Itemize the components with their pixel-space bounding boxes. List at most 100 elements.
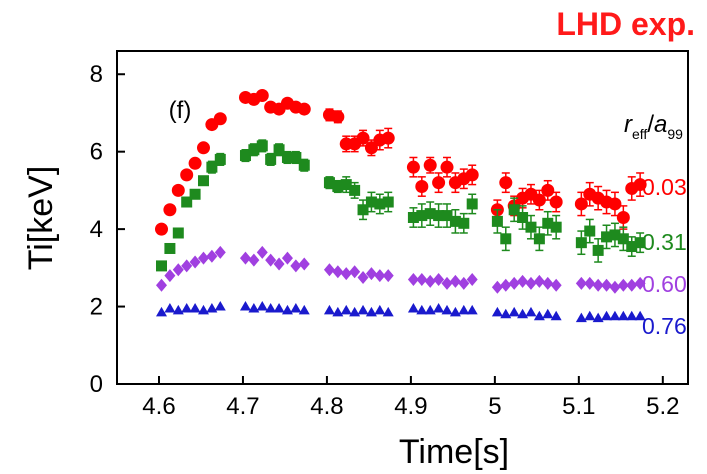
data-point: [500, 278, 512, 292]
data-point: [213, 112, 227, 126]
data-point: [256, 140, 268, 152]
y-tick-label: 6: [90, 139, 103, 166]
data-point: [574, 197, 588, 211]
data-point: [189, 188, 201, 200]
data-point: [172, 304, 184, 315]
data-point: [541, 183, 555, 197]
data-point: [332, 181, 344, 193]
data-point: [248, 302, 260, 313]
data-point: [533, 310, 545, 321]
data-point: [517, 308, 529, 319]
data-point: [433, 302, 445, 313]
data-point: [440, 160, 454, 174]
data-point: [188, 156, 202, 170]
data-point: [592, 244, 604, 256]
data-point: [500, 308, 512, 319]
data-point: [441, 210, 453, 222]
y-axis-label: Ti[keV]: [22, 166, 60, 271]
data-point: [239, 301, 251, 311]
data-point: [374, 198, 386, 210]
data-point: [449, 274, 461, 288]
data-point: [273, 257, 285, 271]
data-point: [248, 144, 260, 156]
data-point: [189, 255, 201, 269]
data-point: [214, 153, 226, 165]
data-point: [172, 227, 184, 239]
data-point: [181, 196, 193, 208]
data-point: [298, 257, 310, 271]
data-point: [357, 304, 369, 315]
data-point: [298, 159, 310, 171]
data-point: [617, 278, 629, 292]
data-point: [206, 249, 218, 263]
legend-label-0-76: 0.76: [642, 313, 687, 339]
data-point: [281, 151, 293, 163]
axis-ticks: 4.6 4.7 4.8 4.9 5 5.1 5.2 0 2 4 6 8: [90, 61, 680, 420]
data-point: [626, 278, 638, 292]
data-point: [265, 302, 277, 313]
data-point: [164, 302, 176, 313]
data-point: [197, 304, 209, 315]
legend-label-0-60: 0.60: [642, 271, 687, 297]
legend-header-a: a: [654, 111, 667, 138]
data-point: [365, 306, 377, 317]
data-point: [297, 102, 311, 116]
data-point: [256, 245, 268, 259]
data-point: [197, 175, 209, 187]
panel-label: (f): [169, 97, 192, 124]
data-point: [349, 184, 361, 196]
data-point: [357, 204, 369, 216]
data-point: [180, 168, 194, 182]
data-point: [491, 280, 503, 294]
data-point: [466, 272, 478, 286]
data-point: [156, 278, 168, 292]
data-point: [491, 306, 503, 317]
data-point: [433, 272, 445, 286]
data-point: [248, 253, 260, 267]
data-point: [584, 276, 596, 290]
data-point: [575, 237, 587, 249]
data-point: [601, 278, 613, 292]
data-point: [584, 225, 596, 237]
data-marks: [155, 89, 647, 323]
data-point: [356, 131, 370, 145]
data-point: [508, 276, 520, 290]
data-point: [331, 110, 345, 124]
data-point: [626, 310, 638, 321]
data-point: [633, 178, 647, 192]
data-point: [550, 278, 562, 292]
data-point: [500, 233, 512, 245]
data-point: [382, 306, 394, 317]
y-tick-label: 2: [90, 294, 103, 321]
data-point: [465, 168, 479, 182]
data-point: [458, 304, 470, 315]
y-tick-label: 8: [90, 61, 103, 88]
legend-header-r-sub: eff: [632, 126, 647, 142]
data-point: [626, 241, 638, 253]
legend-header-a-sub: 99: [667, 126, 683, 142]
legend-header: reff/a99: [624, 111, 683, 142]
data-point: [406, 160, 420, 174]
plot-frame: [116, 50, 689, 385]
data-point: [197, 251, 209, 265]
data-point: [364, 141, 378, 155]
data-point: [432, 176, 446, 190]
data-point: [407, 302, 419, 313]
data-point: [525, 306, 537, 317]
data-point: [575, 276, 587, 290]
data-point: [449, 215, 461, 227]
data-point: [332, 306, 344, 317]
data-point: [171, 183, 185, 197]
data-point: [532, 193, 546, 207]
data-point: [609, 229, 621, 241]
data-point: [156, 306, 168, 317]
data-point: [164, 269, 176, 283]
x-tick-label: 4.7: [226, 393, 259, 420]
data-point: [542, 308, 554, 319]
data-point: [508, 306, 520, 317]
data-point: [617, 310, 629, 321]
data-point: [424, 304, 436, 315]
data-point: [491, 215, 503, 227]
data-point: [290, 151, 302, 163]
